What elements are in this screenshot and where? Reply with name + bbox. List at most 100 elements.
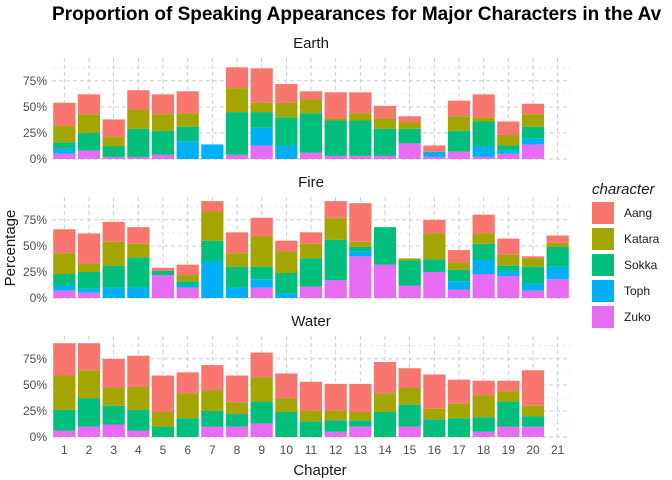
bar-segment-sokka <box>398 260 421 286</box>
bar-segment-aang <box>176 372 199 394</box>
bar-segment-toph <box>201 261 224 298</box>
bar-segment-aang <box>77 343 101 371</box>
bar-segment-aang <box>349 203 372 242</box>
x-tick-label: 11 <box>305 443 318 457</box>
bar-segment-toph <box>127 287 150 298</box>
bar-segment-aang <box>497 380 520 392</box>
bar-segment-sokka <box>127 257 150 288</box>
legend-key-zuko <box>592 306 614 328</box>
bar-segment-aang <box>472 214 495 234</box>
bar-segment-sokka <box>546 246 569 267</box>
bar-segment-katara <box>349 411 372 421</box>
bar-segment-aang <box>77 94 101 115</box>
bar-segment-katara <box>201 390 224 411</box>
x-tick-label: 16 <box>428 443 442 457</box>
facet-panels: Earth0%25%50%75%Fire0%25%50%75%Water0%25… <box>23 35 570 457</box>
bar-segment-katara <box>324 410 347 421</box>
bar-segment-zuko <box>349 256 372 298</box>
panel-label: Water <box>291 313 330 330</box>
bar-segment-zuko <box>225 154 249 159</box>
bar-segment-sokka <box>373 227 397 265</box>
bar-segment-sokka <box>299 258 323 287</box>
bar-segment-toph <box>423 151 446 157</box>
bar-segment-sokka <box>77 132 101 151</box>
bar-segment-aang <box>324 201 347 218</box>
bar-segment-zuko <box>373 155 397 159</box>
bar-segment-sokka <box>77 271 101 289</box>
bar-segment-aang <box>423 374 446 409</box>
bar-segment-zuko <box>423 156 446 159</box>
bar-segment-toph <box>349 251 372 257</box>
bar-segment-katara <box>423 408 446 420</box>
bar-segment-zuko <box>250 423 273 437</box>
y-tick-label: 75% <box>23 352 47 366</box>
x-tick-label: 7 <box>209 443 216 457</box>
bar-segment-katara <box>299 243 323 259</box>
bar-segment-katara <box>176 113 199 127</box>
bar-segment-aang <box>299 91 323 100</box>
bar-segment-katara <box>521 258 545 267</box>
bar-segment-sokka <box>275 272 298 294</box>
y-axis-title: Percentage <box>2 210 19 287</box>
bar-segment-toph <box>201 144 224 159</box>
bar-segment-sokka <box>299 421 323 437</box>
y-tick-label: 50% <box>23 239 47 253</box>
legend-label-sokka: Sokka <box>624 258 658 272</box>
bar-segment-katara <box>250 102 273 113</box>
bar-segment-katara <box>299 99 323 114</box>
bar-segment-toph <box>77 288 101 293</box>
panel-label: Fire <box>298 174 324 191</box>
bar-segment-katara <box>102 241 125 266</box>
bar-segment-zuko <box>497 276 520 298</box>
bar-segment-aang <box>398 368 421 389</box>
bar-segment-zuko <box>521 144 545 159</box>
bar-segment-toph <box>102 287 125 298</box>
bar-segment-zuko <box>398 426 421 437</box>
bar-segment-aang <box>546 235 569 243</box>
bar-segment-katara <box>225 253 249 267</box>
bar-segment-sokka <box>201 240 224 262</box>
bar-segment-aang <box>77 233 101 264</box>
bar-segment-aang <box>225 232 249 254</box>
legend-title: character <box>592 181 656 198</box>
bar-segment-sokka <box>521 266 545 284</box>
legend-key-toph <box>592 280 614 302</box>
bar-segment-aang <box>250 352 273 378</box>
bar-segment-sokka <box>447 269 471 282</box>
legend-key-sokka <box>592 254 614 276</box>
bar-segment-toph <box>546 266 569 280</box>
bar-segment-toph <box>176 141 199 159</box>
bar-segment-aang <box>176 264 199 276</box>
x-tick-label: 4 <box>135 443 142 457</box>
x-tick-label: 3 <box>110 443 117 457</box>
bar-segment-zuko <box>201 426 224 437</box>
bar-segment-aang <box>102 221 125 242</box>
bar-segment-zuko <box>151 154 175 159</box>
bar-segment-sokka <box>324 239 347 281</box>
bar-segment-aang <box>275 83 298 103</box>
x-tick-label: 8 <box>234 443 241 457</box>
bar-segment-toph <box>53 148 76 154</box>
bar-segment-zuko <box>324 431 347 437</box>
bar-segment-aang <box>398 116 421 123</box>
bar-segment-katara <box>349 113 372 121</box>
bar-segment-sokka <box>349 120 372 156</box>
bar-segment-aang <box>53 229 76 254</box>
bar-segment-zuko <box>398 285 421 298</box>
bar-segment-aang <box>299 381 323 411</box>
bar-segment-zuko <box>497 426 520 437</box>
bar-segment-katara <box>472 233 495 244</box>
bar-segment-aang <box>151 94 175 115</box>
bar-segment-aang <box>349 92 372 114</box>
bar-segment-katara <box>53 375 76 410</box>
y-tick-label: 0% <box>30 291 48 305</box>
bar-segment-toph <box>250 127 273 146</box>
bar-segment-sokka <box>53 409 76 431</box>
panel-earth: Earth 0% 25% 50% 75% <box>23 35 570 166</box>
x-axis-title: Chapter <box>293 462 346 479</box>
bar-segment-katara <box>349 241 372 247</box>
bar-segment-katara <box>398 122 421 129</box>
bar-segment-aang <box>176 91 199 114</box>
x-tick-label: 2 <box>86 443 93 457</box>
legend-label-zuko: Zuko <box>624 310 651 324</box>
